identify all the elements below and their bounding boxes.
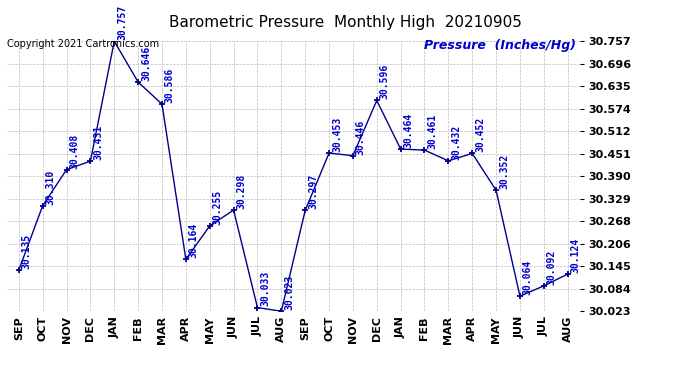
Text: 30.461: 30.461 xyxy=(427,114,437,149)
Text: 30.446: 30.446 xyxy=(356,119,366,154)
Text: 30.164: 30.164 xyxy=(189,223,199,258)
Text: 30.586: 30.586 xyxy=(165,68,175,103)
Text: 30.033: 30.033 xyxy=(260,271,270,306)
Text: 30.310: 30.310 xyxy=(46,170,56,205)
Text: 30.352: 30.352 xyxy=(499,154,509,189)
Text: 30.297: 30.297 xyxy=(308,174,318,209)
Text: 30.646: 30.646 xyxy=(141,46,151,81)
Text: 30.464: 30.464 xyxy=(404,112,413,148)
Text: Pressure  (Inches/Hg): Pressure (Inches/Hg) xyxy=(424,39,576,53)
Text: 30.757: 30.757 xyxy=(117,5,127,40)
Text: 30.408: 30.408 xyxy=(70,133,79,168)
Text: Barometric Pressure  Monthly High  20210905: Barometric Pressure Monthly High 2021090… xyxy=(168,15,522,30)
Text: Copyright 2021 Cartronics.com: Copyright 2021 Cartronics.com xyxy=(7,39,159,50)
Text: 30.298: 30.298 xyxy=(237,174,246,209)
Text: 30.023: 30.023 xyxy=(284,275,294,310)
Text: 30.452: 30.452 xyxy=(475,117,485,152)
Text: 30.124: 30.124 xyxy=(571,238,580,273)
Text: 30.135: 30.135 xyxy=(21,234,32,269)
Text: 30.432: 30.432 xyxy=(451,124,461,160)
Text: 30.255: 30.255 xyxy=(213,189,223,225)
Text: 30.453: 30.453 xyxy=(332,117,342,152)
Text: 30.064: 30.064 xyxy=(523,260,533,295)
Text: 30.596: 30.596 xyxy=(380,64,390,99)
Text: 30.431: 30.431 xyxy=(93,125,104,160)
Text: 30.092: 30.092 xyxy=(546,249,557,285)
